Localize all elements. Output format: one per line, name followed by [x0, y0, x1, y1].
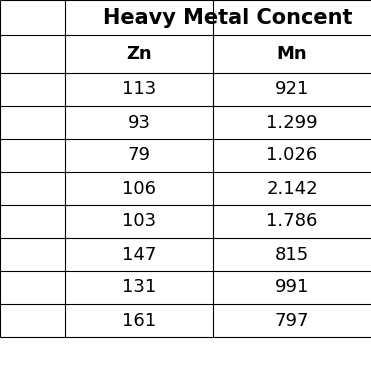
Text: 815: 815	[275, 246, 309, 263]
Text: 131: 131	[122, 279, 156, 296]
Text: 93: 93	[128, 114, 151, 131]
Text: 2.142: 2.142	[266, 180, 318, 197]
Text: Mn: Mn	[277, 45, 307, 63]
Text: 113: 113	[122, 81, 156, 98]
Text: 106: 106	[122, 180, 156, 197]
Text: 1.786: 1.786	[266, 213, 318, 230]
Text: Heavy Metal Concent: Heavy Metal Concent	[103, 7, 353, 27]
Text: 921: 921	[275, 81, 309, 98]
Text: 991: 991	[275, 279, 309, 296]
Text: 147: 147	[122, 246, 156, 263]
Text: 161: 161	[122, 312, 156, 329]
Text: 103: 103	[122, 213, 156, 230]
Text: Zn: Zn	[126, 45, 152, 63]
Text: 1.299: 1.299	[266, 114, 318, 131]
Text: 1.026: 1.026	[266, 147, 318, 164]
Text: 79: 79	[128, 147, 151, 164]
Text: 797: 797	[275, 312, 309, 329]
